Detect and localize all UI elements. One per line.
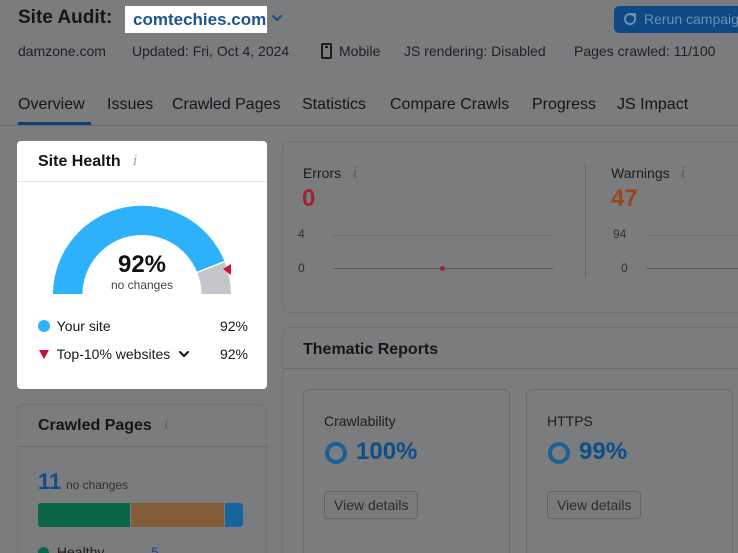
errors-axis-max: 4: [298, 227, 305, 241]
thematic-reports-title: Thematic Reports: [303, 341, 439, 358]
site-health-change: no changes: [110, 278, 174, 292]
crawled-pages-card: Crawled Pages i 11 no changes Healthy 5: [17, 404, 268, 553]
view-details-button[interactable]: View details: [324, 491, 419, 519]
errors-count[interactable]: 0: [302, 185, 316, 212]
errors-gridline: [333, 235, 553, 236]
crawlability-score: 100%: [356, 438, 418, 465]
https-report[interactable]: HTTPS 99% View details: [526, 389, 733, 553]
info-icon[interactable]: i: [681, 165, 686, 181]
page-title: Site Audit:: [18, 7, 113, 28]
thematic-reports-card: Thematic Reports Crawlability 100% View …: [282, 327, 738, 553]
crawled-pages-title: Crawled Pages: [38, 417, 152, 434]
card-divider: [283, 368, 738, 369]
mobile-device-icon: [321, 43, 332, 59]
tab-statistics[interactable]: Statistics: [302, 96, 367, 113]
updated-date: Updated: Fri, Oct 4, 2024: [132, 43, 290, 59]
progress-ring-icon: [325, 442, 347, 464]
healthy-dot-icon: [38, 547, 49, 553]
warnings-count[interactable]: 47: [611, 185, 638, 212]
tab-overview[interactable]: Overview: [18, 96, 85, 113]
info-icon[interactable]: i: [164, 417, 169, 433]
refresh-icon: [624, 13, 637, 26]
triangle-down-icon: [39, 350, 49, 359]
rerun-campaign-button[interactable]: Rerun campaign: [614, 6, 738, 33]
errors-data-point[interactable]: [440, 266, 445, 271]
warnings-label: Warnings: [611, 165, 670, 181]
errors-axis-min: 0: [298, 261, 305, 275]
tab-compare-crawls[interactable]: Compare Crawls: [390, 96, 510, 113]
crawled-pages-change: no changes: [66, 478, 129, 492]
card-divider: [17, 181, 267, 182]
progress-ring-icon: [548, 442, 570, 464]
device-type: Mobile: [339, 43, 381, 59]
active-tab-indicator: [18, 122, 91, 125]
tab-issues[interactable]: Issues: [107, 96, 154, 113]
crawlability-report[interactable]: Crawlability 100% View details: [303, 389, 510, 553]
bar-segment-other[interactable]: [224, 503, 243, 527]
crawlability-label: Crawlability: [324, 413, 396, 429]
site-health-score: 92%: [117, 251, 167, 278]
errors-warnings-card: Errors i 0 4 0 Warnings i 47 94 0: [282, 141, 738, 313]
bar-segment-issues[interactable]: [131, 503, 224, 527]
https-label: HTTPS: [547, 413, 593, 429]
warnings-baseline: [646, 268, 738, 269]
rerun-label: Rerun campaign: [644, 11, 738, 27]
legend-your-site-value: 92%: [219, 318, 248, 334]
pages-crawled-count: Pages crawled: 11/100: [574, 43, 716, 59]
legend-top10-label: Top-10% websites: [56, 346, 171, 362]
legend-top10-sites[interactable]: Top-10% websites 92%: [38, 346, 248, 362]
crawled-pages-count[interactable]: 11: [38, 469, 62, 494]
legend-top10-value: 92%: [219, 346, 248, 362]
site-health-card: Site Health i 92% no changes Your site 9…: [17, 141, 267, 389]
metric-divider: [585, 164, 586, 277]
chevron-down-icon[interactable]: [178, 348, 190, 360]
legend-healthy-label: Healthy: [56, 544, 105, 553]
crawled-pages-bar: [38, 503, 243, 527]
warnings-gridline: [646, 235, 738, 236]
info-icon[interactable]: i: [353, 165, 358, 181]
legend-healthy[interactable]: Healthy 5: [38, 544, 178, 553]
warnings-axis-max: 94: [613, 227, 627, 241]
tab-js-impact[interactable]: JS Impact: [617, 96, 689, 113]
errors-label: Errors: [303, 165, 342, 181]
https-score: 99%: [579, 438, 628, 465]
view-details-button[interactable]: View details: [547, 491, 642, 519]
project-domain-selector[interactable]: comtechies.com: [125, 6, 267, 33]
tabs-divider: [0, 125, 738, 126]
legend-healthy-value: 5: [151, 544, 159, 553]
your-site-dot-icon: [38, 320, 50, 332]
site-health-title: Site Health: [38, 153, 121, 170]
audited-domain: damzone.com: [18, 43, 106, 59]
warnings-axis-min: 0: [621, 261, 628, 275]
tab-crawled-pages[interactable]: Crawled Pages: [172, 96, 281, 113]
site-health-gauge: [53, 205, 231, 294]
tab-progress[interactable]: Progress: [532, 96, 597, 113]
js-rendering-status: JS rendering: Disabled: [404, 43, 546, 59]
legend-your-site: Your site 92%: [38, 318, 248, 334]
info-icon[interactable]: i: [133, 153, 138, 169]
chevron-down-icon[interactable]: [270, 11, 284, 25]
legend-your-site-label: Your site: [56, 318, 111, 334]
card-divider: [18, 446, 268, 447]
bar-segment-healthy[interactable]: [38, 503, 131, 527]
